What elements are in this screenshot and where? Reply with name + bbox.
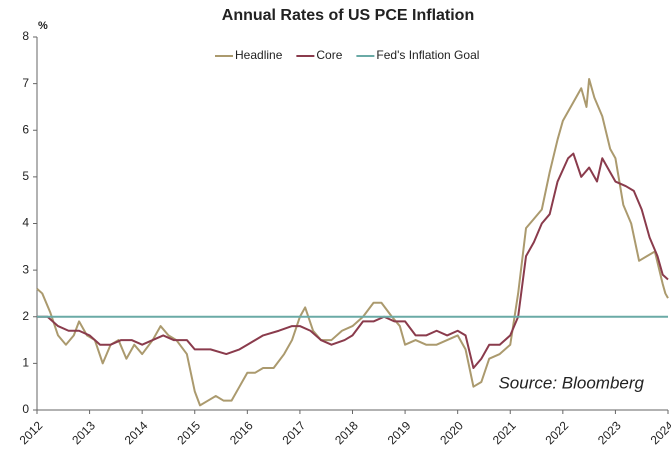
y-tick-label: 0 bbox=[22, 402, 29, 416]
y-tick-label: 8 bbox=[22, 29, 29, 43]
x-tick-label: 2017 bbox=[279, 418, 308, 447]
x-tick-label: 2024 bbox=[648, 418, 671, 447]
y-tick-label: 5 bbox=[22, 169, 29, 183]
x-tick-label: 2013 bbox=[69, 418, 98, 447]
series-line bbox=[37, 152, 669, 370]
x-tick-label: 2018 bbox=[332, 418, 361, 447]
y-tick-label: 3 bbox=[22, 262, 29, 276]
y-tick-label: 7 bbox=[22, 76, 29, 90]
x-tick-label: 2015 bbox=[174, 418, 203, 447]
legend-label: Fed's Inflation Goal bbox=[376, 48, 479, 62]
legend-label: Core bbox=[316, 48, 342, 62]
y-tick-label: 1 bbox=[22, 356, 29, 370]
x-tick-label: 2021 bbox=[490, 418, 519, 447]
y-tick-label: 2 bbox=[22, 309, 29, 323]
x-tick-label: 2012 bbox=[17, 418, 46, 447]
x-tick-label: 2019 bbox=[385, 418, 414, 447]
y-tick-label: 6 bbox=[22, 122, 29, 136]
x-tick-label: 2022 bbox=[542, 418, 571, 447]
legend-label: Headline bbox=[235, 48, 283, 62]
chart-title: Annual Rates of US PCE Inflation bbox=[222, 7, 474, 24]
x-tick-label: 2020 bbox=[437, 418, 466, 447]
annotation: Source: Bloomberg bbox=[498, 373, 644, 392]
series-line bbox=[36, 77, 669, 407]
x-tick-label: 2014 bbox=[122, 418, 151, 447]
x-tick-label: 2016 bbox=[227, 418, 256, 447]
y-tick-label: 4 bbox=[22, 216, 29, 230]
y-axis-label: % bbox=[38, 20, 48, 32]
x-tick-label: 2023 bbox=[595, 418, 624, 447]
